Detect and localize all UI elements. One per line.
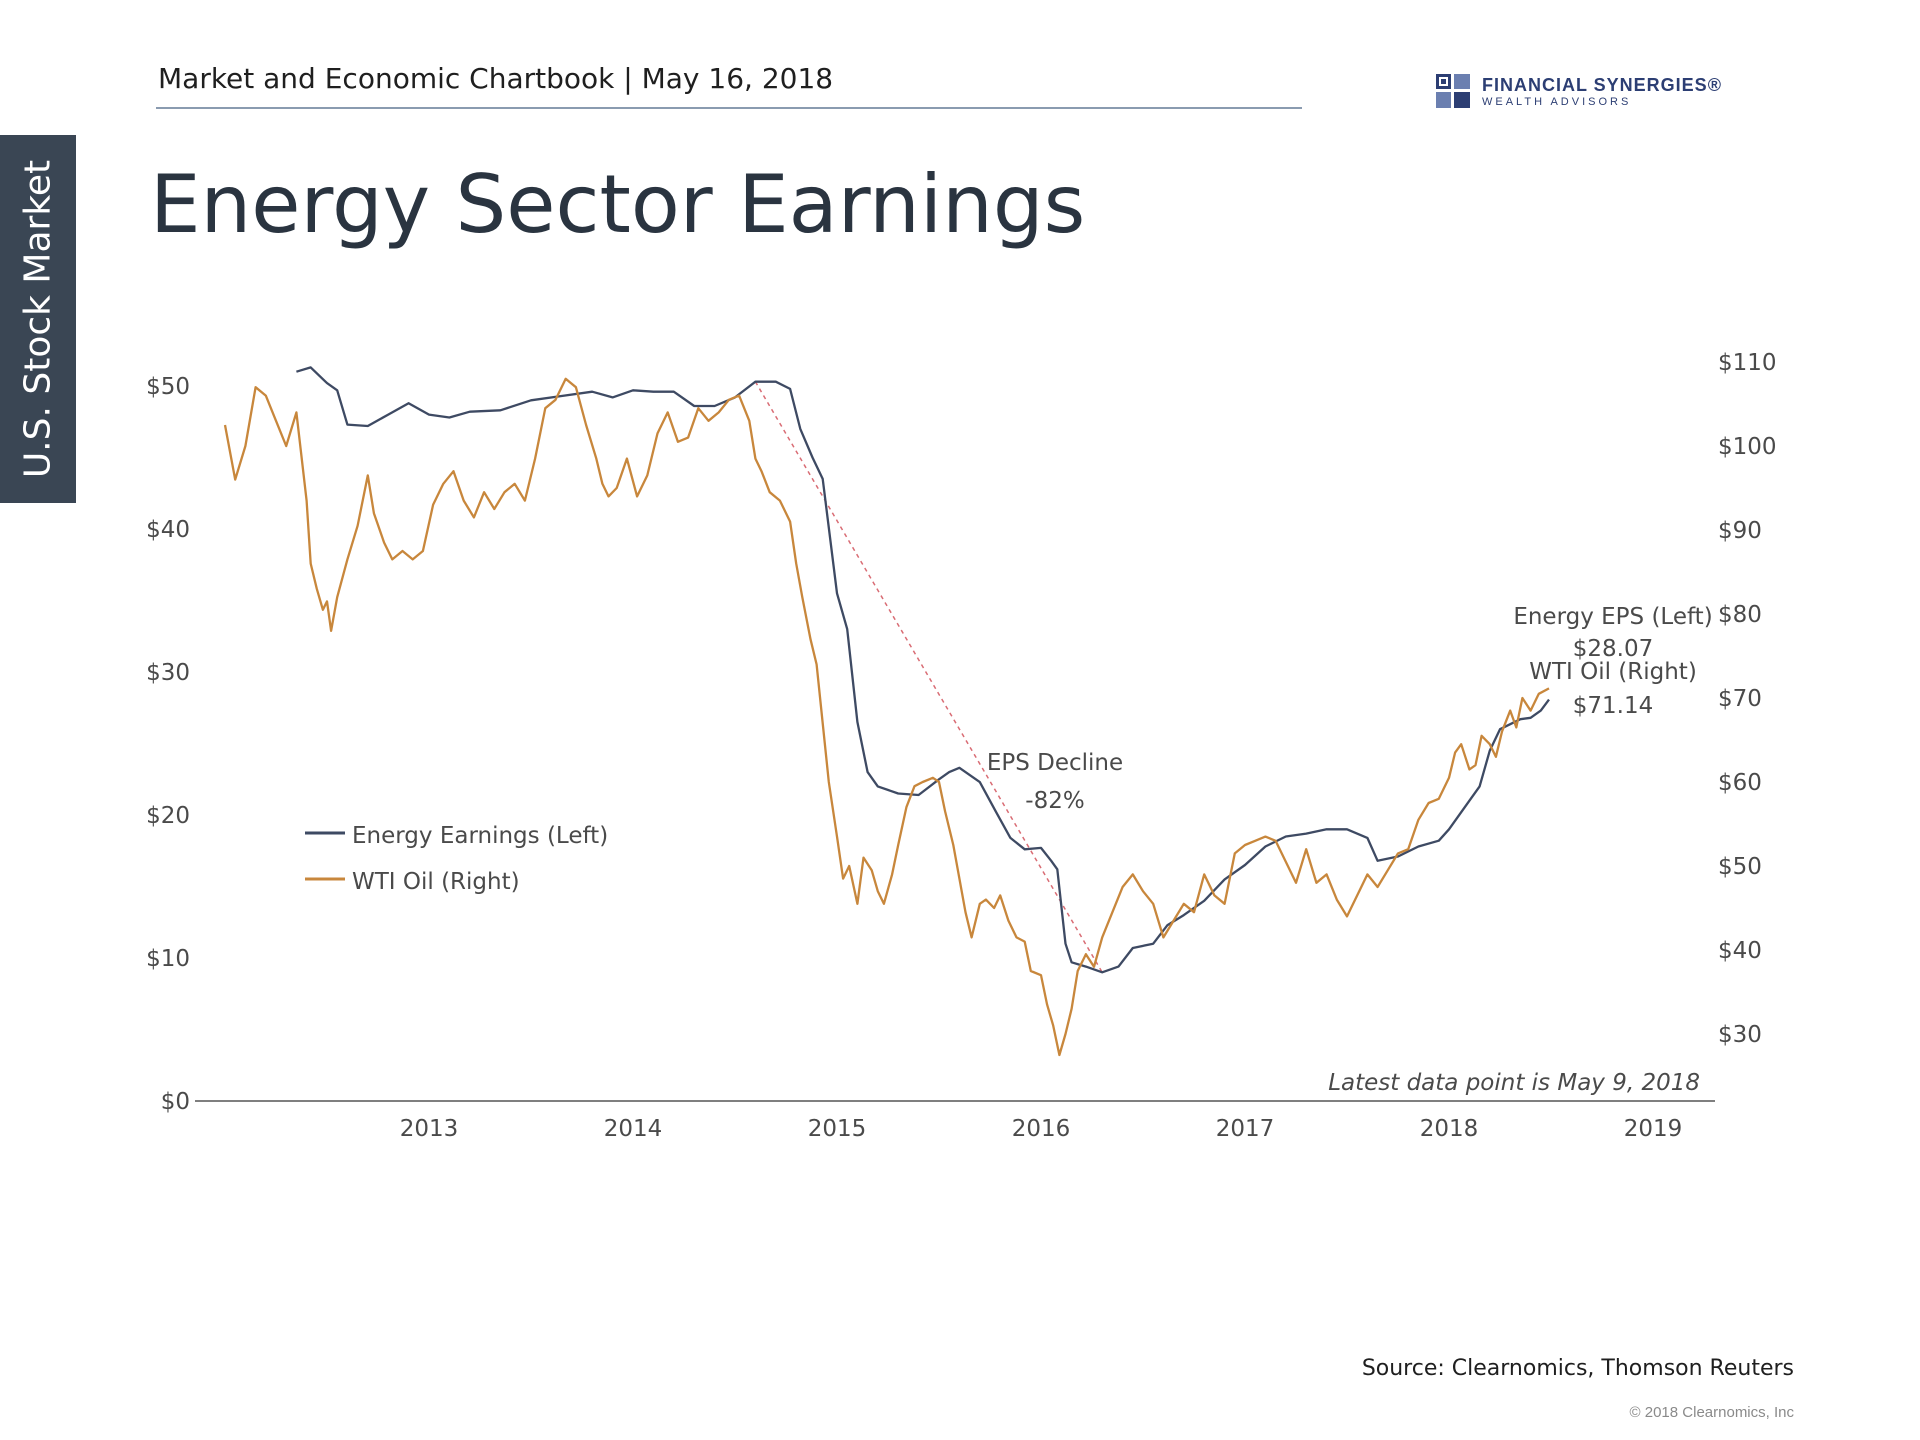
x-tick-label: 2017 <box>1216 1116 1275 1142</box>
eps-decline-trend-line <box>754 381 1103 973</box>
eps-decline-value: -82% <box>1025 788 1084 814</box>
eps-end-value: $28.07 <box>1573 636 1653 662</box>
logo-subtitle: WEALTH ADVISORS <box>1482 96 1632 108</box>
y-left-tick-label: $20 <box>146 803 190 829</box>
y-left-tick-label: $40 <box>146 517 190 543</box>
y-left-tick-label: $10 <box>146 946 190 972</box>
legend-label: Energy Earnings (Left) <box>352 823 608 849</box>
eps-end-label: Energy EPS (Left) <box>1513 604 1712 630</box>
x-tick-label: 2014 <box>604 1116 663 1142</box>
company-logo: FINANCIAL SYNERGIES® WEALTH ADVISORS <box>1436 74 1756 114</box>
x-tick-label: 2013 <box>400 1116 459 1142</box>
y-right-tick-label: $30 <box>1718 1022 1762 1048</box>
x-tick-label: 2016 <box>1012 1116 1071 1142</box>
y-right-tick-label: $50 <box>1718 854 1762 880</box>
latest-data-note: Latest data point is May 9, 2018 <box>1328 1070 1700 1096</box>
x-tick-label: 2019 <box>1624 1116 1683 1142</box>
y-right-tick-label: $60 <box>1718 770 1762 796</box>
logo-mark-icon <box>1436 74 1470 108</box>
y-right-tick-label: $100 <box>1718 434 1777 460</box>
header-divider <box>156 107 1302 109</box>
y-right-tick-label: $40 <box>1718 938 1762 964</box>
copyright-note: © 2018 Clearnomics, Inc <box>1629 1404 1794 1421</box>
logo-name: FINANCIAL SYNERGIES® <box>1482 75 1722 95</box>
y-right-tick-label: $110 <box>1718 350 1777 376</box>
energy-earnings-line <box>296 366 1550 974</box>
x-tick-label: 2018 <box>1420 1116 1479 1142</box>
x-tick-label: 2015 <box>808 1116 867 1142</box>
oil-end-label: WTI Oil (Right) <box>1529 659 1697 685</box>
page-title: Energy Sector Earnings <box>150 158 1086 251</box>
y-left-tick-label: $30 <box>146 660 190 686</box>
header-title: Market and Economic Chartbook | May 16, … <box>158 62 834 95</box>
y-left-tick-label: $50 <box>146 374 190 400</box>
eps-decline-label: EPS Decline <box>987 750 1123 776</box>
y-right-tick-label: $70 <box>1718 686 1762 712</box>
y-right-tick-label: $90 <box>1718 518 1762 544</box>
source-note: Source: Clearnomics, Thomson Reuters <box>1361 1356 1794 1381</box>
legend-label: WTI Oil (Right) <box>352 869 520 895</box>
wti-oil-line <box>223 377 1550 1057</box>
section-tab: U.S. Stock Market <box>0 135 76 503</box>
oil-end-value: $71.14 <box>1573 693 1653 719</box>
y-left-tick-label: $0 <box>161 1089 190 1115</box>
y-right-tick-label: $80 <box>1718 602 1762 628</box>
